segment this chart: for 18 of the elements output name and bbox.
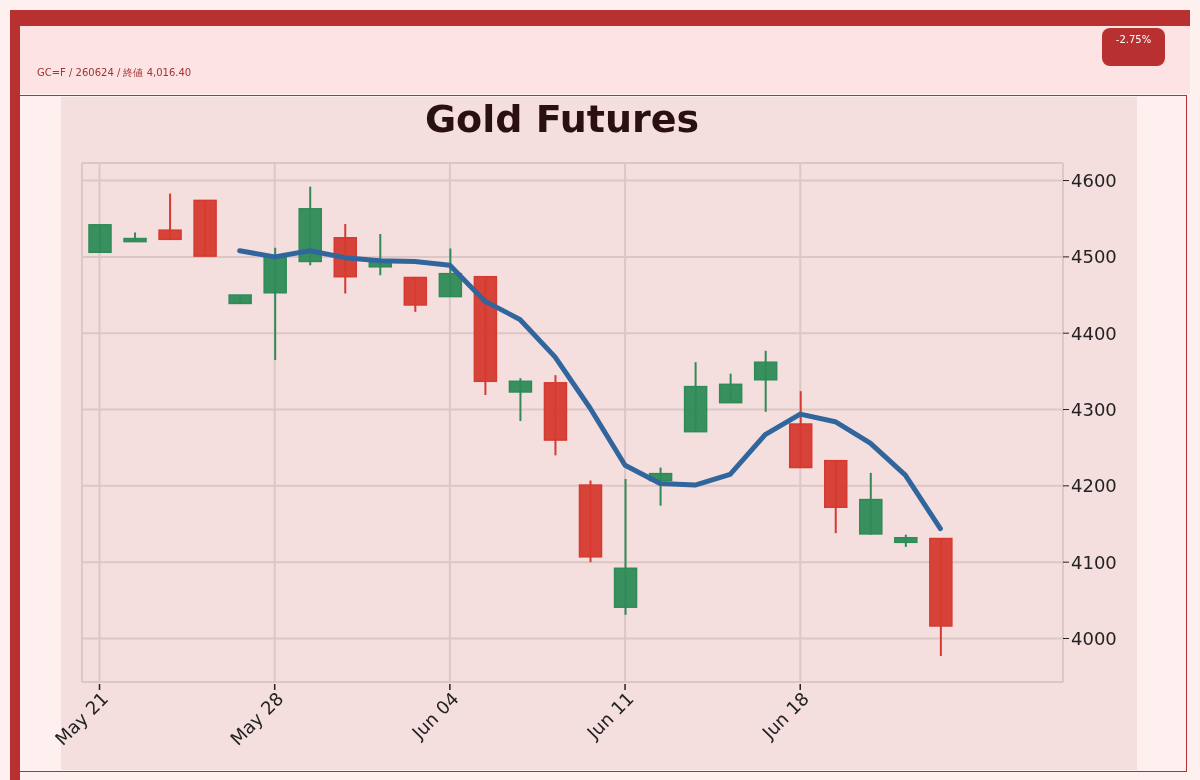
y-tick-label: 4100	[1071, 551, 1117, 573]
candlestick	[753, 349, 778, 413]
chart-title: Gold Futures	[423, 97, 701, 141]
y-tick-label: 4600	[1071, 169, 1117, 191]
y-tick-label: 4400	[1071, 322, 1117, 344]
x-tick-label: Jun 18	[757, 687, 813, 744]
text: GC=F / 260624 / 終値 4,016.40	[37, 66, 192, 80]
y-tick-label: 4300	[1071, 398, 1117, 420]
y-tick-label: 4200	[1071, 475, 1117, 497]
x-tick-label: Jun 04	[406, 687, 463, 744]
candlestick	[438, 247, 463, 298]
candlestick	[508, 377, 533, 422]
y-tick-label: 4000	[1071, 627, 1117, 649]
x-tick-label: Jun 11	[582, 687, 638, 744]
y-tick-label: 4500	[1071, 246, 1117, 268]
candlestick	[718, 372, 743, 404]
candlestick	[158, 192, 182, 241]
text: -2.75%	[1102, 28, 1165, 66]
